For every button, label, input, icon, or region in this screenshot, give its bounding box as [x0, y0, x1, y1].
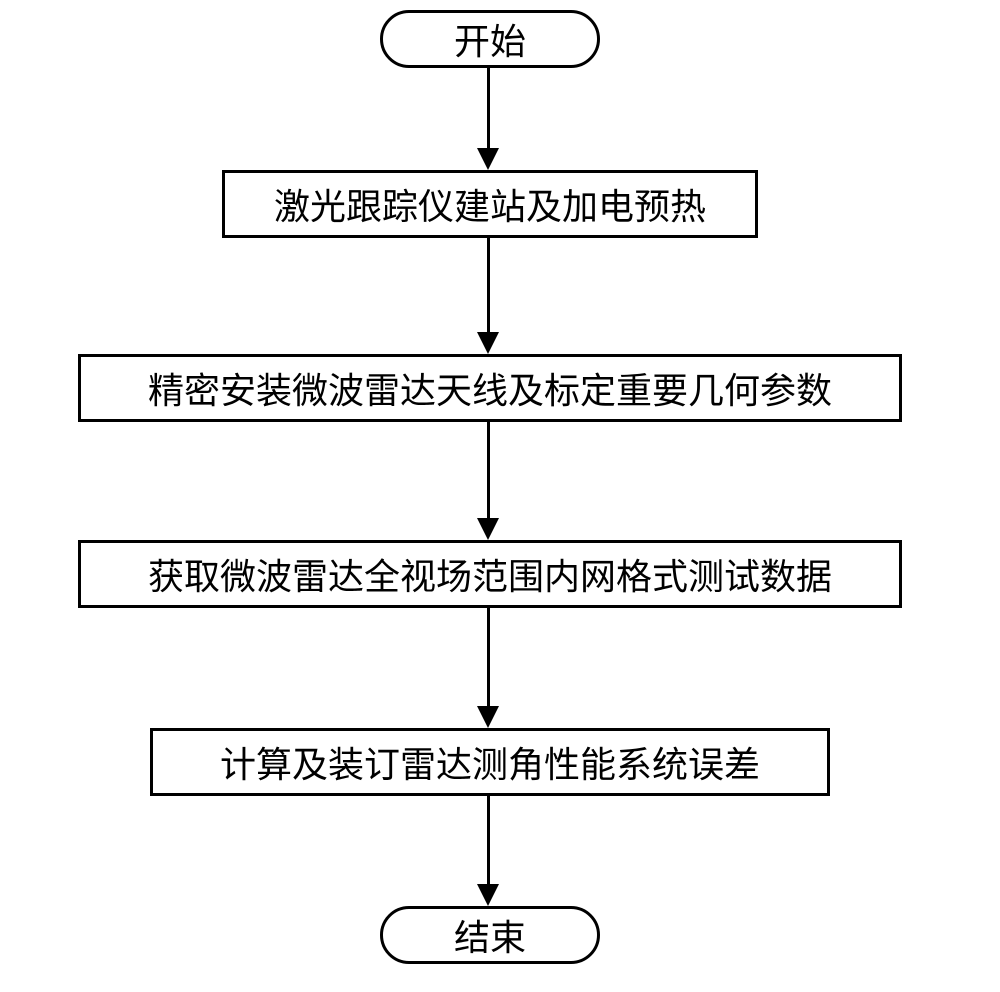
edge-arrow-head — [477, 148, 499, 170]
edge-arrow-head — [477, 884, 499, 906]
edge-arrow-head — [477, 706, 499, 728]
node-step2: 精密安装微波雷达天线及标定重要几何参数 — [78, 354, 902, 422]
node-end: 结束 — [380, 906, 600, 964]
edge-arrow-line — [487, 422, 490, 520]
node-step4-label: 计算及装订雷达测角性能系统误差 — [220, 736, 760, 788]
node-step3-label: 获取微波雷达全视场范围内网格式测试数据 — [148, 548, 832, 600]
edge-arrow-head — [477, 518, 499, 540]
edge-arrow-line — [487, 608, 490, 708]
node-step4: 计算及装订雷达测角性能系统误差 — [150, 728, 830, 796]
node-step1-label: 激光跟踪仪建站及加电预热 — [274, 178, 706, 230]
node-step3: 获取微波雷达全视场范围内网格式测试数据 — [78, 540, 902, 608]
edge-arrow-line — [487, 796, 490, 886]
node-end-label: 结束 — [454, 909, 526, 961]
edge-arrow-line — [487, 68, 490, 150]
edge-arrow-line — [487, 238, 490, 334]
node-step1: 激光跟踪仪建站及加电预热 — [222, 170, 758, 238]
node-step2-label: 精密安装微波雷达天线及标定重要几何参数 — [148, 362, 832, 414]
edge-arrow-head — [477, 332, 499, 354]
flowchart-canvas: 开始 激光跟踪仪建站及加电预热 精密安装微波雷达天线及标定重要几何参数 获取微波… — [0, 0, 1000, 992]
node-start-label: 开始 — [454, 13, 526, 65]
node-start: 开始 — [380, 10, 600, 68]
